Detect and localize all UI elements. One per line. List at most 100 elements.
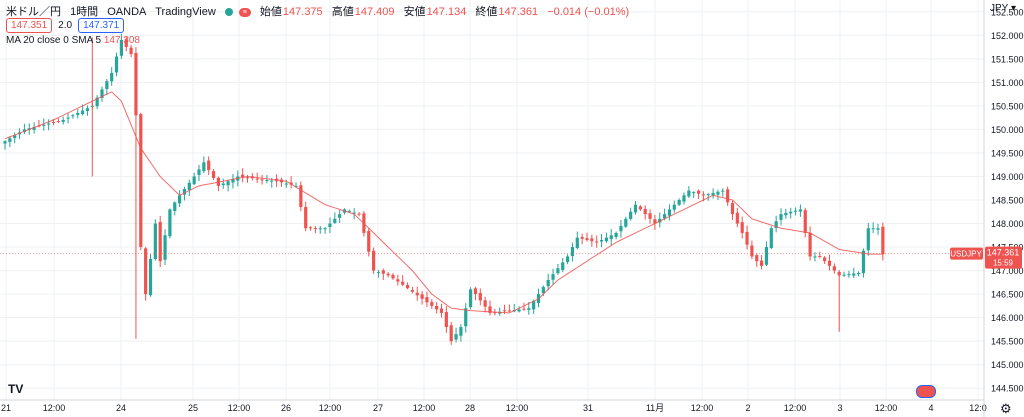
price-tag xyxy=(985,246,1022,269)
candle-body xyxy=(299,185,303,208)
candle-body xyxy=(551,274,555,280)
candle-body xyxy=(478,292,482,301)
candle-body xyxy=(488,306,492,313)
candle-body xyxy=(643,208,647,215)
candle-body xyxy=(847,274,851,276)
candle-body xyxy=(255,178,259,180)
candle-body xyxy=(207,160,211,171)
candle-body xyxy=(614,232,618,237)
candle-body xyxy=(595,241,599,243)
x-tick-label: 11月 xyxy=(646,403,664,413)
candle-body xyxy=(852,273,856,276)
candle-body xyxy=(71,115,75,117)
candle-body xyxy=(173,202,177,212)
candle-body xyxy=(415,292,419,296)
candle-body xyxy=(740,222,744,233)
low-label: 安値 xyxy=(403,6,426,18)
event-flag-icon[interactable] xyxy=(916,385,936,398)
candle-body xyxy=(405,285,410,289)
y-tick-label: 150.500 xyxy=(991,101,1024,111)
candle-body xyxy=(47,123,51,125)
candle-body xyxy=(585,238,589,240)
close-label: 終値 xyxy=(475,6,498,18)
tradingview-logo-icon: TV xyxy=(8,382,24,396)
candle-body xyxy=(119,40,123,56)
x-tick-label: 12:00 xyxy=(784,403,807,413)
candle-body xyxy=(764,247,769,265)
candle-body xyxy=(323,228,327,230)
currency-unit-dropdown[interactable]: JPY ▾ xyxy=(990,3,1016,14)
y-tick-label: 152.000 xyxy=(991,31,1024,41)
candle-body xyxy=(129,47,133,55)
candle-body xyxy=(386,273,390,276)
candle-body xyxy=(857,272,861,275)
interval-label[interactable]: 1時間 xyxy=(70,6,99,18)
candle-body xyxy=(832,266,836,271)
candle-body xyxy=(260,179,264,181)
candle-body xyxy=(575,237,579,249)
close-value: 147.361 xyxy=(498,6,539,18)
candle-body xyxy=(114,56,119,73)
x-tick-label: 27 xyxy=(373,403,383,413)
candle-body xyxy=(784,212,788,216)
candle-body xyxy=(808,232,812,257)
candle-body xyxy=(517,309,521,312)
candle-body xyxy=(308,227,313,229)
low-value: 147.134 xyxy=(426,6,467,18)
candle-body xyxy=(338,214,342,218)
candle-body xyxy=(265,180,269,181)
open-label: 始値 xyxy=(259,6,282,18)
currency-flag-icon: ≡ xyxy=(238,7,251,17)
y-tick-label: 150.000 xyxy=(991,125,1024,135)
y-tick-label: 144.500 xyxy=(991,384,1024,394)
candle-body xyxy=(769,228,773,249)
candle-body xyxy=(663,214,667,219)
candle-body xyxy=(604,237,608,242)
candle-body xyxy=(168,209,172,237)
indicator-label: MA 20 close 0 SMA 5 xyxy=(6,35,102,46)
x-tick-label: 12:00 xyxy=(319,403,342,413)
x-tick-label: 31 xyxy=(583,403,593,413)
candle-body xyxy=(599,240,604,242)
candle-body xyxy=(502,310,507,312)
symbol-name[interactable]: 米ドル／円 xyxy=(6,6,61,18)
y-tick-label: 151.000 xyxy=(991,78,1024,88)
y-tick-label: 151.500 xyxy=(991,54,1024,64)
candle-body xyxy=(556,268,560,274)
candle-body xyxy=(211,171,216,179)
gear-icon[interactable]: ⚙ xyxy=(1000,401,1012,416)
candle-body xyxy=(3,141,7,144)
candle-body xyxy=(376,272,381,274)
sell-button[interactable]: 147.351 xyxy=(6,18,53,33)
candle-body xyxy=(861,250,866,274)
candle-body xyxy=(178,195,182,204)
candle-body xyxy=(866,228,870,251)
x-tick-label: 24 xyxy=(116,403,126,413)
candle-body xyxy=(124,39,128,48)
candle-body xyxy=(357,213,361,215)
candle-body xyxy=(100,89,104,98)
candle-body xyxy=(435,305,439,310)
candle-body xyxy=(304,207,308,229)
candle-body xyxy=(473,288,478,295)
candle-body xyxy=(202,162,206,172)
candle-body xyxy=(163,235,167,260)
open-value: 147.375 xyxy=(282,6,323,18)
y-tick-label: 145.500 xyxy=(991,337,1024,347)
candle-body xyxy=(56,121,60,123)
candle-body xyxy=(566,256,570,263)
indicator-legend[interactable]: MA 20 close 0 SMA 5 147.308 xyxy=(6,35,140,46)
candle-body xyxy=(755,255,759,262)
buy-button[interactable]: 147.371 xyxy=(78,18,125,33)
candle-body xyxy=(667,209,672,216)
y-tick-label: 149.500 xyxy=(991,148,1024,158)
candle-body xyxy=(51,121,56,123)
candle-body xyxy=(590,238,594,242)
candle-body xyxy=(687,190,691,197)
candle-body xyxy=(454,334,458,340)
y-tick-label: 148.000 xyxy=(991,219,1024,229)
candle-body xyxy=(182,189,187,195)
candle-body xyxy=(726,189,730,203)
candle-body xyxy=(66,117,70,119)
